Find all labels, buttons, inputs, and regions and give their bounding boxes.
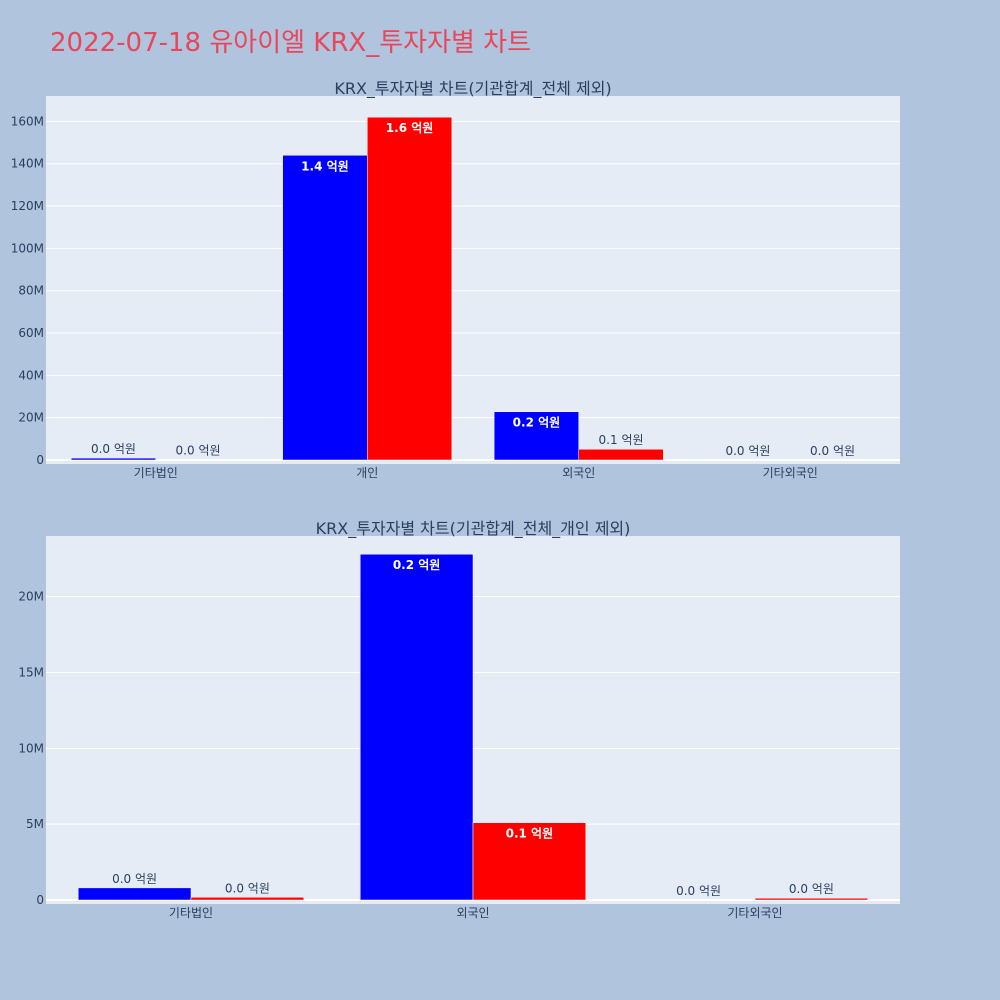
bar — [282, 155, 368, 461]
data-label: 0.0 억원 — [112, 872, 157, 886]
y-tick-label: 20M — [18, 411, 44, 425]
data-label: 0.0 억원 — [725, 444, 770, 458]
data-label: 0.1 억원 — [599, 433, 644, 447]
bar — [367, 116, 453, 461]
page-title: 2022-07-18 유아이엘 KRX_투자자별 차트 — [50, 28, 532, 58]
x-tick-label: 개인 — [356, 466, 378, 480]
data-label: 0.0 억원 — [810, 444, 855, 458]
x-tick-label: 외국인 — [562, 466, 595, 480]
bar — [359, 553, 474, 901]
bar — [472, 822, 587, 901]
y-tick-label: 120M — [11, 199, 44, 213]
data-label: 1.4 억원 — [301, 159, 349, 173]
data-label: 0.0 억원 — [676, 884, 721, 898]
plot-background — [46, 96, 900, 464]
data-label: 0.0 억원 — [789, 882, 834, 896]
y-tick-label: 5M — [26, 817, 44, 831]
data-label: 0.1 억원 — [506, 827, 554, 841]
bar — [754, 897, 869, 901]
chart-all-investors: 0.0 억원 0.0 억원 1.4 억원 1.6 억원 0.2 억원 0.1 억원 0.0 … — [11, 79, 900, 480]
bar — [493, 411, 579, 461]
y-tick-label: 140M — [11, 157, 44, 171]
chart-title: KRX_투자자별 차트(기관합계_전체 제외) — [334, 79, 611, 99]
bar — [77, 887, 192, 901]
bar — [70, 457, 156, 461]
y-tick-label: 0 — [36, 893, 44, 907]
data-label: 0.2 억원 — [513, 416, 561, 430]
data-label: 0.2 억원 — [393, 558, 441, 572]
data-label: 1.6 억원 — [386, 121, 434, 135]
y-tick-label: 100M — [11, 241, 44, 255]
x-tick-label: 기타법인 — [169, 906, 213, 920]
chart-excluding-individuals: 0.0 억원 0.0 억원 0.2 억원 0.1 억원 0.0 억원 0.0 억원 기타법… — [18, 519, 900, 920]
chart-title: KRX_투자자별 차트(기관합계_전체_개인 제외) — [316, 519, 631, 539]
y-tick-label: 20M — [18, 590, 44, 604]
y-tick-label: 0 — [36, 453, 44, 467]
data-label: 0.0 억원 — [91, 442, 136, 456]
data-label: 0.0 억원 — [225, 881, 270, 895]
x-tick-label: 기타법인 — [134, 466, 178, 480]
y-tick-label: 40M — [18, 368, 44, 382]
y-tick-label: 160M — [11, 114, 44, 128]
x-tick-label: 기타외국인 — [763, 466, 818, 480]
y-tick-label: 60M — [18, 326, 44, 340]
x-tick-label: 외국인 — [456, 906, 489, 920]
y-tick-label: 80M — [18, 284, 44, 298]
bar — [190, 897, 305, 901]
x-tick-label: 기타외국인 — [727, 906, 782, 920]
y-tick-label: 15M — [18, 666, 44, 680]
y-tick-label: 10M — [18, 741, 44, 755]
data-label: 0.0 억원 — [176, 444, 221, 458]
bar — [578, 448, 664, 461]
